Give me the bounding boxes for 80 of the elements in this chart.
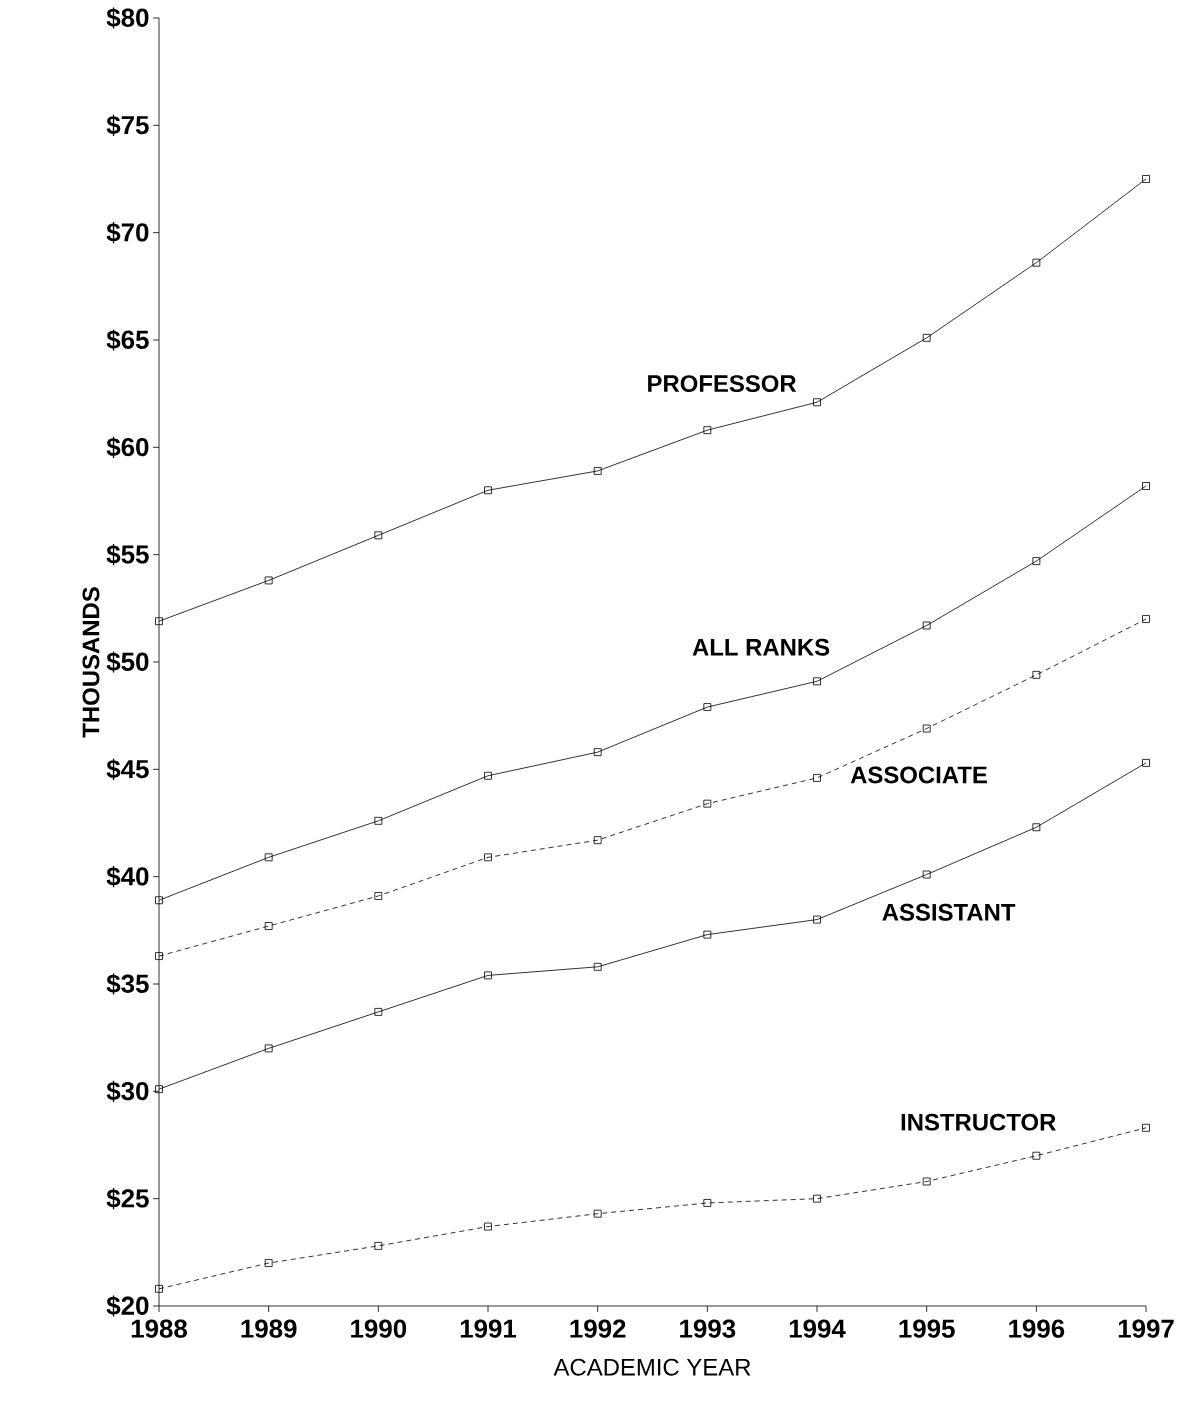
point <box>922 621 931 630</box>
point <box>593 1209 602 1218</box>
y-tick-label: $25 <box>106 1188 149 1210</box>
series-label: ASSOCIATE <box>850 766 987 784</box>
x-tick-label: 1995 <box>899 1319 955 1338</box>
x-tick-label: 1996 <box>1009 1319 1065 1338</box>
point <box>922 870 931 879</box>
series-label: ALL RANKS <box>692 638 830 656</box>
point <box>922 724 931 733</box>
x-axis-title: ACADEMIC YEAR <box>553 1358 751 1376</box>
x-tick-label: 1994 <box>789 1319 846 1338</box>
y-tick-label: $40 <box>106 866 149 888</box>
y-tick-label: $75 <box>106 114 149 136</box>
y-tick-label: $20 <box>106 1295 149 1317</box>
x-tick-label: 1988 <box>131 1319 188 1338</box>
point <box>593 836 602 845</box>
point <box>374 892 383 900</box>
point <box>264 576 273 585</box>
point <box>1142 175 1150 183</box>
point <box>484 771 492 780</box>
x-tick-label: 1989 <box>241 1319 297 1338</box>
point <box>813 398 821 407</box>
point <box>1032 258 1041 267</box>
point <box>374 531 383 540</box>
x-tick-label: 1992 <box>570 1319 626 1338</box>
point <box>484 1222 492 1231</box>
x-tick-label: 1990 <box>351 1319 407 1338</box>
point <box>374 816 383 825</box>
y-axis-title: THOUSANDS <box>82 587 100 738</box>
series-label: ASSISTANT <box>882 903 1016 921</box>
point <box>374 1008 383 1016</box>
y-tick-label: $50 <box>106 651 149 673</box>
point <box>593 748 602 757</box>
point <box>703 799 712 808</box>
y-tick-label: $45 <box>106 758 149 780</box>
point <box>484 486 492 495</box>
point <box>155 896 163 905</box>
point <box>1142 482 1150 490</box>
point <box>813 1194 821 1203</box>
point <box>155 1284 163 1293</box>
point <box>1142 758 1150 767</box>
point <box>1032 557 1041 565</box>
point <box>922 333 931 342</box>
y-tick-label: $80 <box>106 7 149 29</box>
point <box>1032 1151 1041 1160</box>
point <box>813 677 821 686</box>
point <box>813 774 821 782</box>
point <box>484 853 492 862</box>
point <box>155 952 163 960</box>
point <box>703 1199 712 1207</box>
point <box>1032 823 1041 832</box>
point <box>484 971 492 980</box>
point <box>703 930 712 939</box>
point <box>264 853 273 862</box>
point <box>593 467 602 475</box>
y-tick-label: $55 <box>106 544 149 566</box>
point <box>1142 615 1150 623</box>
point <box>1032 670 1041 679</box>
point <box>1142 1123 1150 1132</box>
point <box>813 915 821 924</box>
point <box>264 1259 273 1267</box>
y-tick-label: $65 <box>106 329 149 351</box>
point <box>155 1085 163 1094</box>
y-tick-label: $70 <box>106 222 149 244</box>
point <box>703 703 712 711</box>
point <box>264 922 273 930</box>
point <box>593 962 602 971</box>
point <box>264 1044 273 1053</box>
x-tick-label: 1993 <box>680 1319 736 1338</box>
point <box>374 1241 383 1250</box>
y-tick-label: $35 <box>106 973 149 995</box>
y-tick-label: $60 <box>106 436 149 458</box>
series-label: INSTRUCTOR <box>901 1113 1056 1131</box>
y-tick-label: $30 <box>106 1080 149 1102</box>
x-tick-label: 1997 <box>1118 1319 1174 1338</box>
point <box>922 1177 931 1186</box>
point <box>703 426 712 435</box>
series-label: PROFESSOR <box>648 375 797 393</box>
point <box>155 617 163 626</box>
x-tick-label: 1991 <box>460 1319 517 1338</box>
